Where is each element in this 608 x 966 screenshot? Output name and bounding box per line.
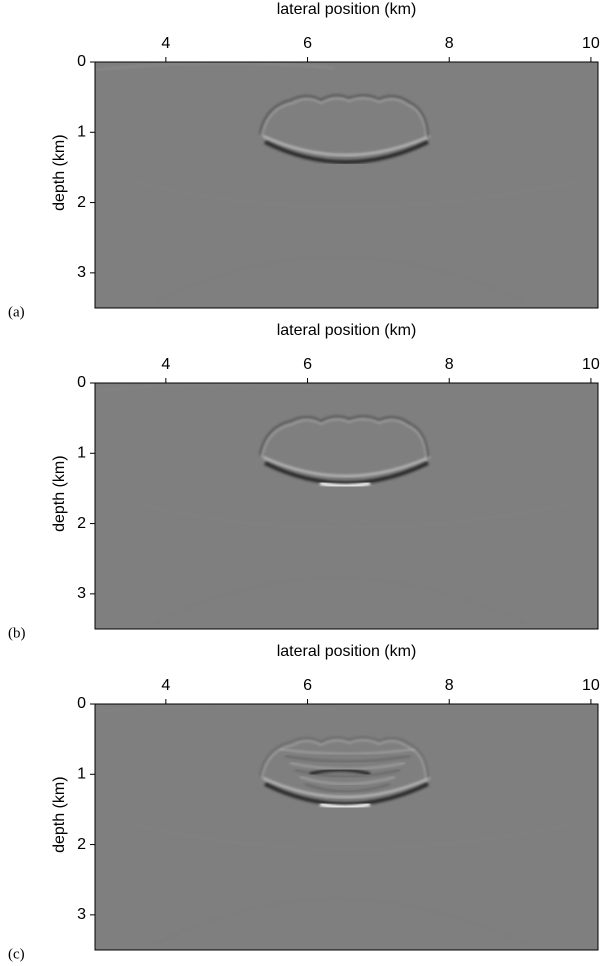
image-background (95, 62, 598, 308)
y-axis-label: depth (km) (51, 134, 68, 210)
reflector (94, 62, 336, 71)
reflector (94, 383, 336, 392)
panel-label: (b) (8, 625, 26, 641)
reflector (94, 704, 336, 713)
y-tick-label: 2 (77, 515, 86, 532)
y-tick-label: 3 (77, 264, 86, 281)
y-tick-label: 0 (77, 695, 86, 712)
reflector (299, 776, 396, 785)
reflector (304, 783, 391, 793)
reflector (154, 577, 526, 624)
reflector (134, 502, 576, 529)
x-tick-label: 8 (445, 677, 454, 694)
y-tick-label: 1 (77, 445, 86, 462)
panel: 4 6 8 10 lateral position (km) 0 1 2 3 depth (km)… (8, 643, 600, 962)
reflector (264, 782, 429, 806)
reflector (264, 461, 429, 485)
reflector (262, 135, 431, 156)
y-tick-label: 0 (77, 374, 86, 391)
reflector (259, 94, 429, 139)
plot-frame (94, 382, 599, 630)
panel: 4 6 8 10 lateral position (km) 0 1 2 3 depth (km)… (8, 1, 600, 320)
reflector (134, 181, 576, 208)
reflector (279, 748, 416, 755)
y-tick-label: 0 (77, 53, 86, 70)
reflector (134, 823, 576, 850)
image-content (94, 704, 576, 945)
panel-label: (c) (8, 946, 25, 962)
x-tick-label: 8 (445, 35, 454, 52)
y-tick-label: 2 (77, 836, 86, 853)
x-tick-label: 4 (161, 356, 170, 373)
reflector (309, 768, 371, 776)
image-background (95, 383, 598, 629)
panel-label: (a) (8, 304, 25, 320)
reflector (154, 898, 526, 945)
reflector (319, 802, 371, 809)
reflector (294, 769, 401, 778)
reflector (262, 777, 431, 798)
x-tick-label: 4 (161, 35, 170, 52)
panel: 4 6 8 10 lateral position (km) 0 1 2 3 depth (km)… (8, 322, 600, 641)
reflector (262, 456, 431, 477)
image-content (94, 383, 576, 624)
reflector (261, 418, 427, 460)
plot-frame (94, 61, 599, 309)
x-axis-label: lateral position (km) (277, 1, 417, 18)
x-tick-label: 10 (582, 356, 600, 373)
image-background (95, 704, 598, 950)
y-tick-label: 1 (77, 766, 86, 783)
y-tick-label: 2 (77, 194, 86, 211)
y-tick-label: 3 (77, 906, 86, 923)
y-tick-label: 3 (77, 585, 86, 602)
y-axis-label: depth (km) (51, 776, 68, 852)
x-tick-label: 8 (445, 356, 454, 373)
reflector (264, 140, 429, 164)
image-content (94, 62, 576, 303)
x-tick-label: 10 (582, 35, 600, 52)
x-tick-label: 6 (303, 356, 312, 373)
x-tick-label: 6 (303, 35, 312, 52)
y-tick-label: 1 (77, 124, 86, 141)
x-axis-label: lateral position (km) (277, 643, 417, 660)
reflector (319, 481, 371, 488)
reflector (261, 739, 427, 781)
x-tick-label: 6 (303, 677, 312, 694)
y-axis-label: depth (km) (51, 455, 68, 531)
x-tick-label: 10 (582, 677, 600, 694)
x-tick-label: 4 (161, 677, 170, 694)
reflector (154, 256, 526, 303)
reflector (259, 736, 429, 781)
plot-frame (94, 703, 599, 951)
reflector (261, 97, 427, 139)
x-axis-label: lateral position (km) (277, 322, 417, 339)
reflector (259, 415, 429, 460)
reflector (284, 755, 411, 763)
